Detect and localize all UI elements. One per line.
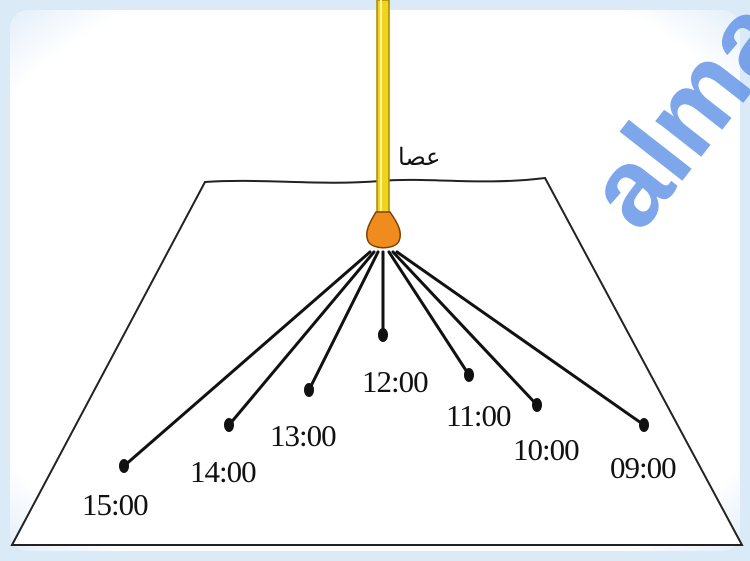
stick-label: عصا [398, 143, 440, 171]
shadow-line-11 [387, 250, 471, 377]
shadow-line-13 [307, 250, 380, 392]
shadow-line-10 [391, 250, 539, 407]
stick-base [365, 211, 402, 249]
shadow-lines [122, 250, 646, 468]
watermark-text: alma [562, 0, 750, 250]
shadow-tip-09 [639, 418, 649, 432]
time-label-10: 10:00 [513, 432, 579, 467]
time-label-12: 12:00 [362, 364, 428, 399]
stick [376, 0, 390, 223]
shadow-tip-13 [304, 383, 314, 397]
shadow-tip-12 [378, 328, 388, 342]
shadow-tip-11 [464, 368, 474, 382]
time-label-11: 11:00 [446, 398, 511, 433]
shadow-tip-14 [224, 418, 234, 432]
time-label-14: 14:00 [190, 454, 256, 489]
shadow-line-14 [227, 250, 376, 427]
shadow-line-09 [395, 250, 646, 427]
time-label-09: 09:00 [610, 450, 676, 485]
shadow-tip-15 [119, 459, 129, 473]
shadow-tip-10 [532, 398, 542, 412]
shadow-tips [119, 328, 649, 473]
time-label-13: 13:00 [270, 418, 336, 453]
shadow-line-15 [122, 250, 372, 468]
time-label-15: 15:00 [82, 487, 148, 522]
